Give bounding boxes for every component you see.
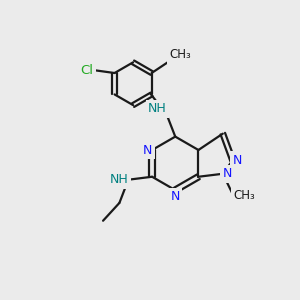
Text: NH: NH bbox=[110, 173, 128, 186]
Text: N: N bbox=[223, 167, 232, 180]
Text: Cl: Cl bbox=[80, 64, 93, 76]
Text: CH₃: CH₃ bbox=[169, 48, 191, 61]
Text: NH: NH bbox=[148, 102, 167, 115]
Text: N: N bbox=[171, 190, 180, 203]
Text: N: N bbox=[232, 154, 242, 167]
Text: CH₃: CH₃ bbox=[233, 189, 255, 202]
Text: N: N bbox=[143, 143, 152, 157]
